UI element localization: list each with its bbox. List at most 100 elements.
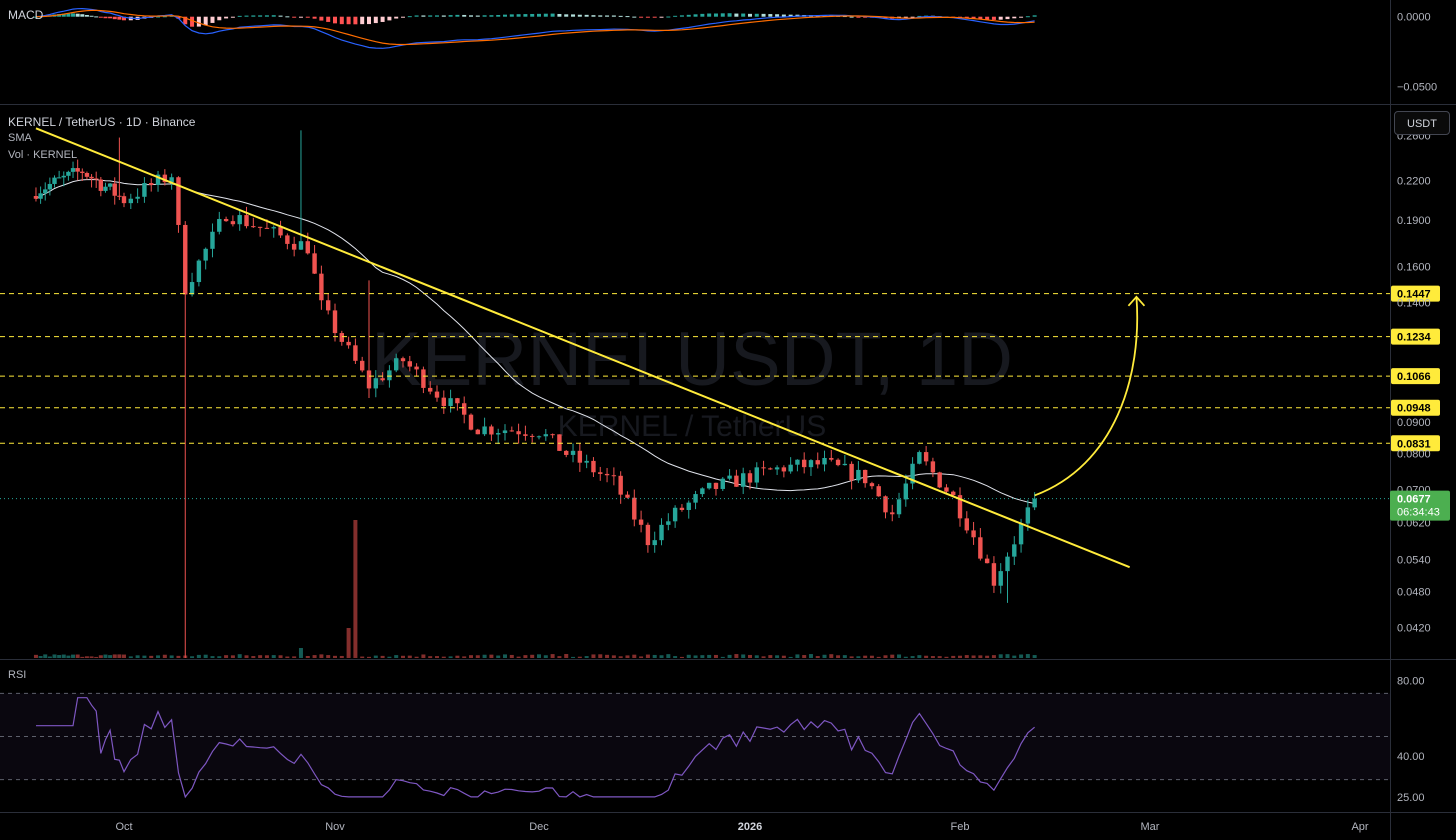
candle-body bbox=[203, 248, 208, 261]
candle-body bbox=[89, 176, 94, 179]
candle-body bbox=[61, 175, 66, 178]
price-axis-tick: 0.1400 bbox=[1397, 298, 1431, 310]
volume-bar bbox=[66, 655, 71, 658]
volume-bar bbox=[71, 654, 76, 658]
macd-histogram-bar bbox=[435, 15, 439, 17]
macd-histogram-bar bbox=[360, 16, 365, 25]
volume-bar bbox=[305, 655, 310, 658]
candle-body bbox=[984, 558, 990, 564]
volume-bar bbox=[910, 656, 915, 658]
macd-histogram-bar bbox=[713, 13, 718, 17]
macd-histogram-bar bbox=[489, 15, 494, 17]
macd-histogram-bar bbox=[686, 14, 691, 17]
macd-histogram-bar bbox=[509, 14, 514, 17]
volume-bar bbox=[537, 654, 541, 658]
volume-bar bbox=[61, 654, 66, 658]
rsi-line bbox=[36, 697, 1035, 799]
candle-body bbox=[944, 487, 949, 492]
volume-bar bbox=[557, 656, 562, 658]
macd-histogram-bar bbox=[373, 16, 378, 24]
volume-bar bbox=[251, 656, 256, 658]
resistance-level-tag bbox=[1391, 435, 1440, 452]
candle-body bbox=[80, 171, 85, 173]
resistance-level-tag bbox=[1391, 285, 1440, 302]
price-axis[interactable]: 0.26000.22000.19000.16000.14000.09000.08… bbox=[1397, 130, 1431, 634]
resistance-level-tag bbox=[1391, 328, 1440, 345]
volume-bar bbox=[162, 654, 167, 658]
candle-body bbox=[291, 243, 297, 250]
volume-bar bbox=[298, 648, 303, 658]
candle-body bbox=[937, 472, 942, 488]
volume-bar bbox=[768, 655, 773, 658]
volume-bar bbox=[169, 655, 174, 658]
candle-body bbox=[679, 507, 685, 510]
volume-bar bbox=[693, 655, 698, 658]
candle-body bbox=[862, 469, 868, 484]
volume-bar bbox=[639, 656, 644, 658]
macd-histogram-bar bbox=[353, 16, 358, 25]
candle-body bbox=[564, 450, 569, 455]
candle-body bbox=[75, 168, 80, 172]
candle-body bbox=[1032, 498, 1037, 508]
candle-body bbox=[52, 177, 57, 184]
macd-histogram-bar bbox=[264, 15, 269, 17]
volume-bar bbox=[353, 520, 358, 658]
macd-histogram-bar bbox=[333, 16, 337, 24]
candle-body bbox=[869, 483, 875, 487]
time-axis-tick: Oct bbox=[115, 821, 132, 833]
candle-body bbox=[815, 460, 820, 465]
macd-histogram-bar bbox=[367, 16, 371, 25]
volume-bar bbox=[930, 656, 935, 658]
candle-body bbox=[923, 452, 929, 462]
candle-body bbox=[509, 430, 514, 432]
volume-bar bbox=[944, 656, 949, 658]
macd-histogram-bar bbox=[822, 15, 827, 17]
candle-body bbox=[380, 378, 385, 381]
macd-histogram-bar bbox=[496, 14, 501, 17]
candle-body bbox=[237, 215, 242, 225]
candle-body bbox=[94, 178, 99, 180]
rsi-panel: 80.00 40.00 25.00 bbox=[0, 675, 1425, 804]
projection-arrow-curve bbox=[1034, 296, 1139, 497]
candle-body bbox=[957, 495, 963, 519]
volume-legend[interactable]: Vol · KERNEL bbox=[8, 149, 78, 161]
trendline-drawings[interactable] bbox=[35, 127, 1146, 569]
macd-legend[interactable]: MACD bbox=[8, 8, 44, 22]
candle-body bbox=[400, 358, 406, 362]
macd-histogram-bar bbox=[584, 14, 589, 17]
volume-bar bbox=[991, 655, 996, 658]
candle-body bbox=[271, 227, 276, 229]
macd-histogram-bar bbox=[122, 16, 126, 21]
macd-histogram-bar bbox=[387, 16, 392, 21]
rsi-legend[interactable]: RSI bbox=[8, 669, 27, 681]
volume-bar bbox=[523, 655, 528, 658]
macd-histogram-bar bbox=[564, 14, 569, 17]
macd-histogram-bar bbox=[117, 16, 122, 20]
volume-bar bbox=[666, 654, 671, 658]
candle-body bbox=[66, 171, 71, 176]
volume-bar bbox=[679, 656, 684, 658]
volume-bar bbox=[98, 655, 103, 658]
volume-bar bbox=[346, 628, 351, 658]
volume-bar bbox=[652, 654, 657, 658]
candle-body bbox=[638, 519, 644, 525]
symbol-title[interactable]: KERNEL / TetherUS · 1D · Binance bbox=[8, 115, 196, 129]
resistance-level-value: 0.1234 bbox=[1397, 332, 1432, 344]
volume-bar bbox=[577, 656, 582, 658]
time-axis[interactable]: Oct Nov Dec 2026 Feb Mar Apr bbox=[115, 821, 1368, 833]
candle-body bbox=[149, 183, 154, 185]
macd-signal-line bbox=[35, 9, 1035, 46]
candle-body bbox=[1018, 523, 1024, 545]
macd-histogram-bar bbox=[1005, 16, 1010, 20]
currency-unit-button[interactable]: USDT bbox=[1394, 111, 1450, 135]
volume-bars bbox=[33, 520, 1037, 658]
candle-body bbox=[298, 241, 304, 250]
candle-body bbox=[128, 198, 134, 204]
candle-body bbox=[856, 469, 861, 481]
volume-bar bbox=[632, 654, 637, 658]
candle-body bbox=[360, 360, 365, 371]
sma-legend[interactable]: SMA bbox=[8, 132, 32, 144]
downtrend-line bbox=[35, 127, 1131, 569]
